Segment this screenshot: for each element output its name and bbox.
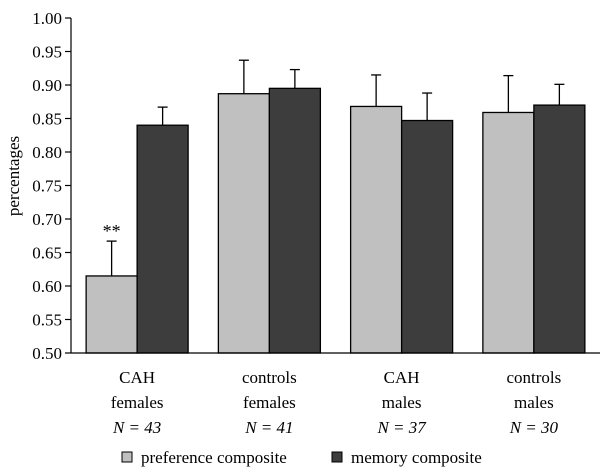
- x-category-label: CAH: [384, 368, 420, 387]
- y-tick-label: 0.95: [32, 43, 62, 62]
- error-bars: [106, 59, 565, 276]
- bar-preference-composite: [217, 93, 271, 354]
- y-axis-label: percentages: [4, 136, 23, 216]
- x-category-sample-size: N = 30: [509, 418, 559, 437]
- y-tick-label: 0.70: [32, 210, 62, 229]
- y-tick-label: 0.75: [32, 177, 62, 196]
- x-category-label: CAH: [119, 368, 155, 387]
- y-tick-label: 0.55: [32, 311, 62, 330]
- bar-preference-composite: [482, 111, 535, 354]
- y-tick-label: 0.80: [32, 143, 62, 162]
- x-category-label: males: [382, 393, 422, 412]
- bar-memory-composite: [136, 124, 189, 354]
- annotations: **: [103, 221, 121, 241]
- x-category-sample-size: N = 37: [376, 418, 427, 437]
- bar-memory-composite: [268, 87, 322, 354]
- legend: preference composite memory composite: [121, 448, 482, 467]
- legend-swatch: [121, 451, 133, 463]
- y-tick-label: 0.90: [32, 76, 62, 95]
- bar-preference-composite: [85, 275, 138, 354]
- y-tick-label: 0.50: [32, 344, 62, 363]
- legend-label: memory composite: [351, 448, 482, 467]
- y-axis-ticks: 0.50 0.55 0.60 0.65 0.70 0.75 0.80 0.85 0.90 0.95…: [32, 9, 71, 363]
- bar-memory-composite: [400, 119, 454, 354]
- x-category-label: males: [514, 393, 554, 412]
- x-axis-category-labels: CAH females N = 43 controls females N = 41 CAH…: [111, 368, 562, 437]
- x-category-label: controls: [506, 368, 561, 387]
- x-category-label: females: [111, 393, 164, 412]
- bar-memory-composite: [533, 104, 586, 354]
- y-tick-label: 0.60: [32, 277, 62, 296]
- y-tick-label: 1.00: [32, 9, 62, 28]
- legend-swatch: [331, 451, 343, 463]
- x-category-label: females: [243, 393, 296, 412]
- x-category-sample-size: N = 43: [112, 418, 161, 437]
- x-category-sample-size: N = 41: [244, 418, 293, 437]
- significance-annotation: **: [103, 221, 121, 241]
- x-category-label: controls: [242, 368, 297, 387]
- bar-preference-composite: [349, 105, 403, 354]
- y-tick-label: 0.65: [32, 244, 62, 263]
- legend-label: preference composite: [141, 448, 287, 467]
- bars: [85, 87, 586, 354]
- y-tick-label: 0.85: [32, 110, 62, 129]
